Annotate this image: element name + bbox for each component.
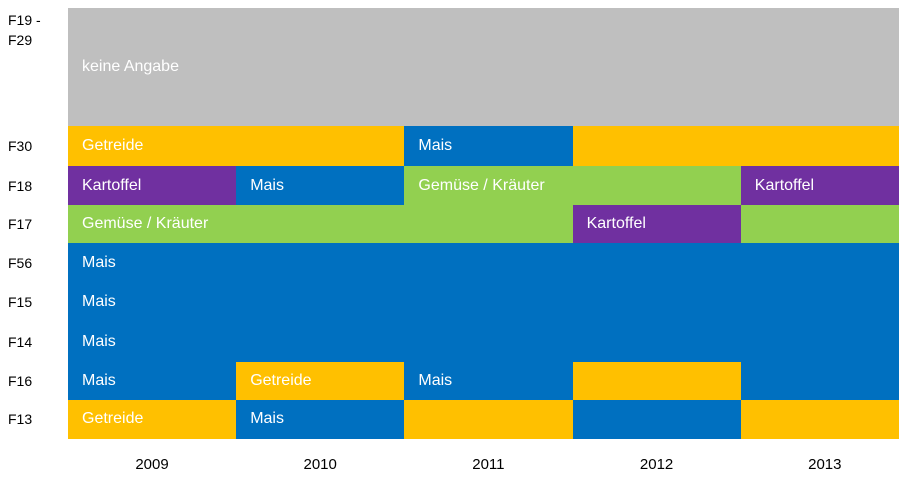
crop-block: Mais xyxy=(236,166,405,206)
crop-block: Kartoffel xyxy=(740,166,899,206)
crop-block: Gemüse / Kräuter xyxy=(404,166,742,206)
crop-block xyxy=(740,400,899,439)
crop-block: Mais xyxy=(68,321,899,363)
row-label: F30 xyxy=(8,138,33,154)
crop-block xyxy=(572,126,899,167)
year-label: 2013 xyxy=(808,456,842,473)
crop-block: Mais xyxy=(404,126,574,167)
crop-block: Getreide xyxy=(236,362,405,401)
crop-block xyxy=(572,400,742,439)
row-label: F16 xyxy=(8,373,33,389)
row-label: F15 xyxy=(8,293,33,310)
year-label: 2010 xyxy=(303,456,337,473)
row-label: F17 xyxy=(8,216,33,232)
crop-block: Gemüse / Kräuter xyxy=(68,205,574,244)
crop-block: Mais xyxy=(404,362,574,401)
crop-block xyxy=(740,362,899,401)
year-label: 2012 xyxy=(639,456,674,473)
crop-block: Getreide xyxy=(68,126,405,167)
crop-block: Kartoffel xyxy=(68,166,237,206)
year-label: 2009 xyxy=(135,456,169,473)
crop-block: Kartoffel xyxy=(572,205,742,244)
row-label: F19 - F29 xyxy=(8,12,41,48)
crop-block: keine Angabe xyxy=(68,8,899,127)
crop-block: Mais xyxy=(236,400,405,439)
row-label: F18 xyxy=(8,177,33,194)
crop-block: Mais xyxy=(68,362,237,401)
crop-block xyxy=(404,400,574,439)
crop-block: Mais xyxy=(68,282,899,322)
row-label: F13 xyxy=(8,411,33,427)
crop-block: Mais xyxy=(68,243,899,283)
year-label: 2011 xyxy=(472,456,505,473)
row-label: F56 xyxy=(8,254,33,271)
crop-block xyxy=(740,205,899,244)
row-label: F14 xyxy=(8,333,33,350)
crop-block: Getreide xyxy=(68,400,237,439)
crop-block xyxy=(572,362,742,401)
